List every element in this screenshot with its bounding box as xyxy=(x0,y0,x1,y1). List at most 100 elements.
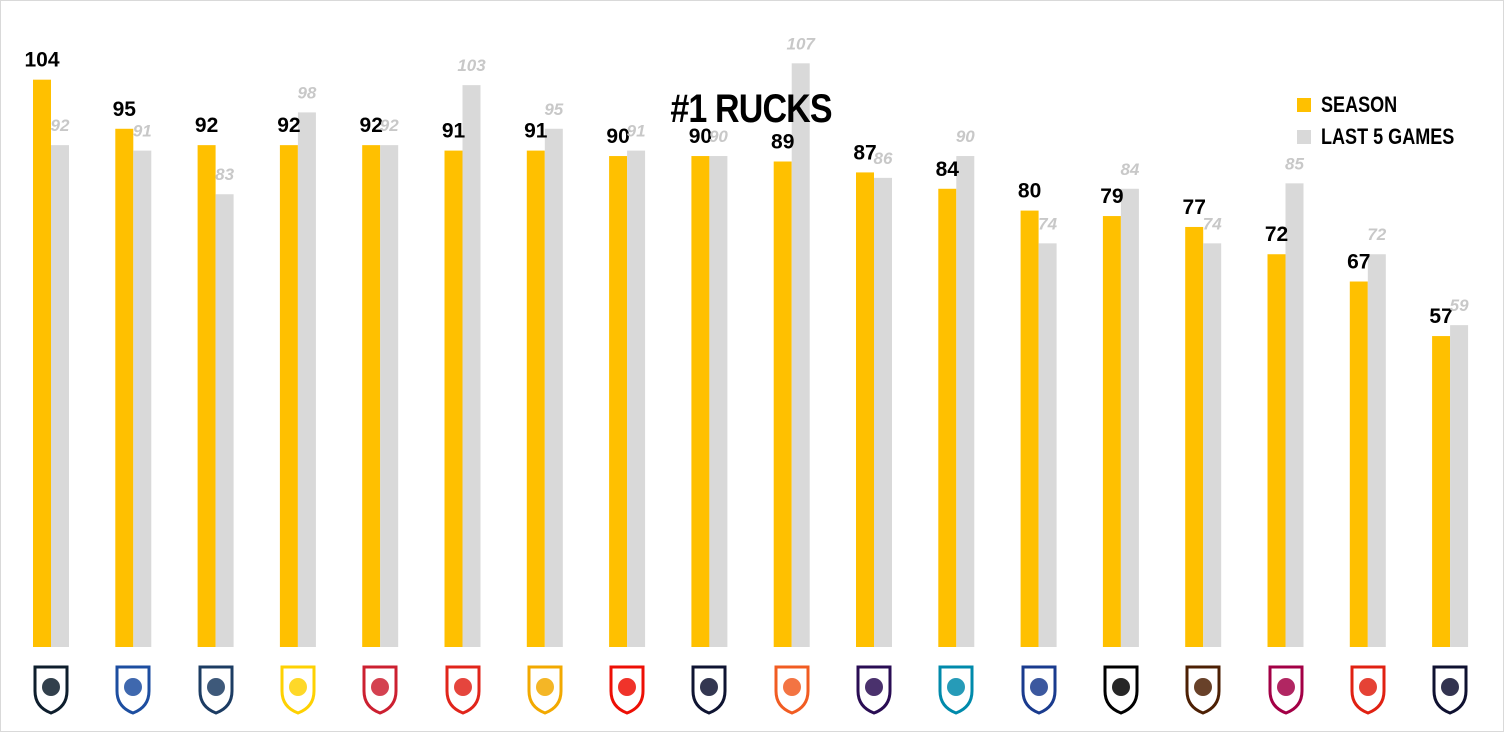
data-label-last-5-games-collingwood: 84 xyxy=(1120,160,1139,179)
data-label-season-gold-coast-suns: 67 xyxy=(1347,251,1370,274)
bar-season-adelaide-crows xyxy=(691,156,710,648)
bar-season-sydney-swans xyxy=(444,150,463,647)
data-label-last-5-games-essendon: 92 xyxy=(380,116,399,135)
data-label-season-carlton: 104 xyxy=(24,49,59,72)
bars-group xyxy=(33,63,1469,648)
data-label-last-5-games-gold-coast-suns: 72 xyxy=(1367,225,1386,244)
bar-last-5-games-carlton xyxy=(51,145,69,647)
data-label-season-adelaide-crows: 90 xyxy=(689,125,712,148)
data-label-last-5-games-melbourne: 59 xyxy=(1450,296,1469,315)
data-label-last-5-games-gws-giants: 107 xyxy=(787,34,817,53)
richmond-tigers-logo-icon xyxy=(276,661,320,717)
data-label-last-5-games-adelaide-crows: 90 xyxy=(709,127,728,146)
data-label-last-5-games-western-bulldogs: 91 xyxy=(133,122,152,141)
data-label-season-gws-giants: 89 xyxy=(771,131,794,154)
geelong-cats-logo-icon xyxy=(194,661,238,717)
data-label-last-5-games-fremantle-dockers: 86 xyxy=(874,149,893,168)
legend: SEASON LAST 5 GAMES xyxy=(1297,89,1484,153)
bar-season-geelong-cats xyxy=(197,145,216,647)
data-label-last-5-games-richmond: 98 xyxy=(297,83,316,102)
gws-giants-logo-icon xyxy=(770,661,814,717)
bar-season-brisbane-lions xyxy=(1267,254,1286,648)
collingwood-magpies-logo-icon xyxy=(1099,661,1143,717)
bar-last-5-games-north-melbourne-kangaroos xyxy=(1038,243,1057,647)
data-label-season-collingwood: 79 xyxy=(1100,185,1123,208)
bar-season-gold-coast-suns xyxy=(1349,281,1368,647)
data-label-season-essendon: 92 xyxy=(360,114,383,137)
data-label-season-port-adelaide-power: 84 xyxy=(936,158,960,181)
bar-season-gws-giants xyxy=(773,161,792,647)
data-label-season-st-kilda: 90 xyxy=(606,125,629,148)
bar-season-north-melbourne-kangaroos xyxy=(1020,210,1039,647)
data-label-season-richmond: 92 xyxy=(277,114,300,137)
bar-season-carlton xyxy=(33,79,51,648)
bar-season-melbourne xyxy=(1432,336,1451,647)
bar-last-5-games-fremantle-dockers xyxy=(874,177,892,647)
bar-last-5-games-collingwood xyxy=(1120,188,1139,647)
data-label-last-5-games-st-kilda: 91 xyxy=(627,122,646,141)
legend-label-season: SEASON xyxy=(1321,92,1398,117)
data-label-season-north-melbourne-kangaroos: 80 xyxy=(1018,180,1041,203)
north-melbourne-kangaroos-logo-icon xyxy=(1017,661,1061,717)
data-label-season-fremantle-dockers: 87 xyxy=(853,141,876,164)
bar-season-richmond xyxy=(279,145,298,647)
data-label-last-5-games-port-adelaide-power: 90 xyxy=(956,127,975,146)
bar-season-fremantle-dockers xyxy=(856,172,874,648)
bar-last-5-games-adelaide-crows xyxy=(709,156,728,648)
western-bulldogs-logo-icon xyxy=(111,661,155,717)
bar-season-hawthorn-hawks xyxy=(1185,226,1204,647)
bar-last-5-games-sydney-swans xyxy=(462,85,481,647)
data-label-season-melbourne: 57 xyxy=(1429,305,1452,328)
carlton-logo-icon xyxy=(29,661,73,717)
hawthorn-hawks-logo-icon xyxy=(1181,661,1225,717)
bar-season-western-bulldogs xyxy=(115,128,134,647)
st-kilda-logo-icon xyxy=(605,661,649,717)
legend-swatch-season xyxy=(1297,98,1311,112)
data-label-last-5-games-hawthorn-hawks: 74 xyxy=(1203,214,1222,233)
bar-season-st-kilda xyxy=(609,156,628,648)
data-label-season-brisbane-lions: 72 xyxy=(1265,223,1288,246)
bar-season-essendon xyxy=(362,145,381,647)
legend-swatch-last-5-games xyxy=(1297,130,1311,144)
bar-season-collingwood xyxy=(1102,216,1121,647)
data-label-last-5-games-west-coast-eagles: 95 xyxy=(544,100,563,119)
gold-coast-suns-logo-icon xyxy=(1346,661,1390,717)
data-label-last-5-games-geelong-cats: 83 xyxy=(215,165,234,184)
data-label-season-western-bulldogs: 95 xyxy=(113,98,137,121)
bar-season-port-adelaide-power xyxy=(938,188,957,647)
bar-last-5-games-west-coast-eagles xyxy=(544,128,563,647)
data-label-last-5-games-brisbane-lions: 85 xyxy=(1285,154,1304,173)
bar-last-5-games-st-kilda xyxy=(627,150,646,647)
bar-last-5-games-gold-coast-suns xyxy=(1367,254,1386,648)
chart-title: #1 RUCKS xyxy=(670,87,832,131)
data-label-last-5-games-carlton: 92 xyxy=(51,116,70,135)
bar-last-5-games-richmond xyxy=(297,112,316,647)
bar-season-west-coast-eagles xyxy=(526,150,545,647)
data-label-last-5-games-north-melbourne-kangaroos: 74 xyxy=(1038,214,1057,233)
data-label-season-sydney-swans: 91 xyxy=(442,120,466,143)
data-label-season-west-coast-eagles: 91 xyxy=(524,120,548,143)
bar-last-5-games-port-adelaide-power xyxy=(956,156,975,648)
data-label-season-geelong-cats: 92 xyxy=(195,114,218,137)
bar-last-5-games-brisbane-lions xyxy=(1285,183,1304,647)
bar-last-5-games-geelong-cats xyxy=(215,194,234,648)
bar-last-5-games-hawthorn-hawks xyxy=(1203,243,1222,647)
legend-item-last-5-games: LAST 5 GAMES xyxy=(1297,121,1484,153)
bar-last-5-games-gws-giants xyxy=(791,63,810,647)
melbourne-demons-logo-icon xyxy=(1428,661,1472,717)
data-label-last-5-games-sydney-swans: 103 xyxy=(457,56,486,75)
legend-item-season: SEASON xyxy=(1297,89,1484,121)
bar-last-5-games-western-bulldogs xyxy=(133,150,152,647)
west-coast-eagles-logo-icon xyxy=(523,661,567,717)
essendon-logo-icon xyxy=(358,661,402,717)
port-adelaide-power-logo-icon xyxy=(934,661,978,717)
adelaide-crows-logo-icon xyxy=(687,661,731,717)
bar-last-5-games-essendon xyxy=(380,145,399,647)
fremantle-dockers-logo-icon xyxy=(852,661,896,717)
bar-last-5-games-melbourne xyxy=(1450,325,1469,647)
legend-label-last-5-games: LAST 5 GAMES xyxy=(1321,124,1455,149)
brisbane-lions-logo-icon xyxy=(1264,661,1308,717)
